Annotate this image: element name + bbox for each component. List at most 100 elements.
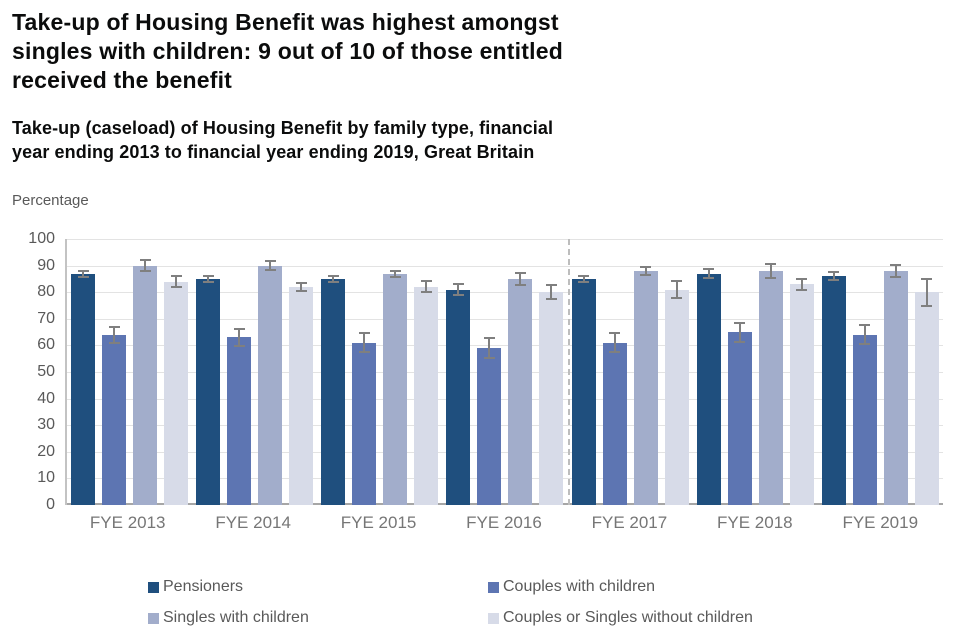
- bar-chart: 0 10 20 30 40 50 60 70 80 90 100: [12, 230, 943, 513]
- y-axis-tick-label: 80: [37, 283, 55, 301]
- error-bar-line: [425, 280, 428, 294]
- error-bar-line: [332, 274, 335, 283]
- error-bar-line: [207, 274, 210, 283]
- error-bar-cap-bottom: [578, 280, 590, 283]
- legend-item: Pensioners: [148, 578, 488, 596]
- error-bar-line: [82, 269, 85, 278]
- bar: [758, 270, 783, 505]
- error-bar-cap-top: [765, 262, 777, 265]
- error-bar: [572, 274, 596, 283]
- error-bar-line: [894, 264, 897, 278]
- error-bar: [289, 281, 313, 293]
- error-bar: [227, 328, 251, 347]
- error-bar-cap-top: [545, 284, 557, 287]
- error-bar-cap-bottom: [890, 275, 902, 278]
- legend-label: Pensioners: [163, 578, 244, 595]
- bar-slot: [321, 239, 346, 505]
- error-bar-cap-top: [921, 277, 933, 280]
- error-bar: [133, 259, 157, 273]
- error-bar-cap-bottom: [796, 288, 808, 291]
- bar-slot: [258, 239, 283, 505]
- legend-label: Couples or Singles without children: [503, 609, 753, 626]
- y-axis-tick-label: 20: [37, 442, 55, 460]
- y-axis-tick-label: 10: [37, 469, 55, 487]
- bar-slot: [914, 239, 939, 505]
- gridline: [67, 452, 943, 453]
- bar-group: [317, 239, 442, 505]
- y-axis-tick-label: 60: [37, 336, 55, 354]
- x-axis-category-label: FYE 2014: [215, 513, 291, 532]
- error-bar-cap-bottom: [859, 343, 871, 346]
- legend-swatch-icon: [488, 612, 499, 624]
- chart-title: Take-up of Housing Benefit was highest a…: [12, 9, 563, 93]
- bar-slot: [164, 239, 189, 505]
- legend-item: Couples or Singles without children: [488, 609, 888, 627]
- error-bar-line: [769, 262, 772, 279]
- y-axis-tick-label: 0: [46, 496, 55, 513]
- bar-group: [568, 239, 693, 505]
- error-bar-cap-bottom: [452, 294, 464, 297]
- error-bar-cap-bottom: [703, 276, 715, 279]
- error-bar-cap-bottom: [389, 275, 401, 278]
- bar-slot: [71, 239, 96, 505]
- error-bar-line: [675, 280, 678, 299]
- error-bar-cap-top: [358, 332, 370, 335]
- bar: [852, 334, 877, 505]
- bar: [696, 273, 721, 505]
- error-bar-line: [269, 260, 272, 271]
- bar-slot: [414, 239, 439, 505]
- bar-slot: [821, 239, 846, 505]
- error-bar-cap-bottom: [264, 268, 276, 271]
- bar-slot: [477, 239, 502, 505]
- error-bar-cap-top: [327, 274, 339, 277]
- error-bar-cap-top: [483, 337, 495, 340]
- bar: [321, 278, 346, 505]
- error-bar-line: [832, 270, 835, 282]
- bar: [414, 286, 439, 505]
- error-bar-line: [582, 274, 585, 283]
- error-bar-cap-bottom: [327, 280, 339, 283]
- error-bar-cap-bottom: [295, 290, 307, 293]
- error-bar-line: [113, 325, 116, 345]
- error-bar: [258, 260, 282, 271]
- bar: [664, 289, 689, 505]
- error-bar-cap-top: [202, 274, 214, 277]
- bar: [196, 278, 221, 505]
- error-bar-cap-bottom: [921, 304, 933, 307]
- error-bar: [759, 262, 783, 279]
- gridline: [67, 239, 943, 240]
- error-bar-line: [738, 321, 741, 343]
- bar-groups: [67, 239, 943, 505]
- chart-subtitle: Take-up (caseload) of Housing Benefit by…: [12, 118, 554, 162]
- bar-slot: [289, 239, 314, 505]
- bar-slot: [383, 239, 408, 505]
- error-bar-cap-top: [295, 281, 307, 284]
- error-bar-cap-bottom: [77, 275, 89, 278]
- bar-slot: [133, 239, 158, 505]
- bar: [539, 292, 564, 505]
- bar: [383, 273, 408, 505]
- bar-group: [442, 239, 567, 505]
- error-bar-cap-top: [514, 272, 526, 275]
- gridline: [67, 425, 943, 426]
- gridline: [67, 399, 943, 400]
- error-bar: [508, 272, 532, 286]
- error-bar-cap-bottom: [734, 340, 746, 343]
- bar: [133, 265, 158, 505]
- y-axis-tick-label: 100: [28, 230, 55, 247]
- x-axis-category-label: FYE 2019: [842, 513, 919, 532]
- bar: [289, 286, 314, 505]
- bar-group: [693, 239, 818, 505]
- error-bar: [853, 324, 877, 346]
- error-bar: [790, 277, 814, 291]
- x-axis: FYE 2013 FYE 2014 FYE 2015 FYE 2016 FYE 2017…: [65, 513, 943, 533]
- error-bar-cap-top: [703, 268, 715, 271]
- bar: [102, 334, 127, 505]
- period-divider-dashed-line: [567, 239, 570, 505]
- error-bar-cap-top: [796, 277, 808, 280]
- bar-slot: [758, 239, 783, 505]
- bar-slot: [227, 239, 252, 505]
- bar-slot: [508, 239, 533, 505]
- bar-slot: [539, 239, 564, 505]
